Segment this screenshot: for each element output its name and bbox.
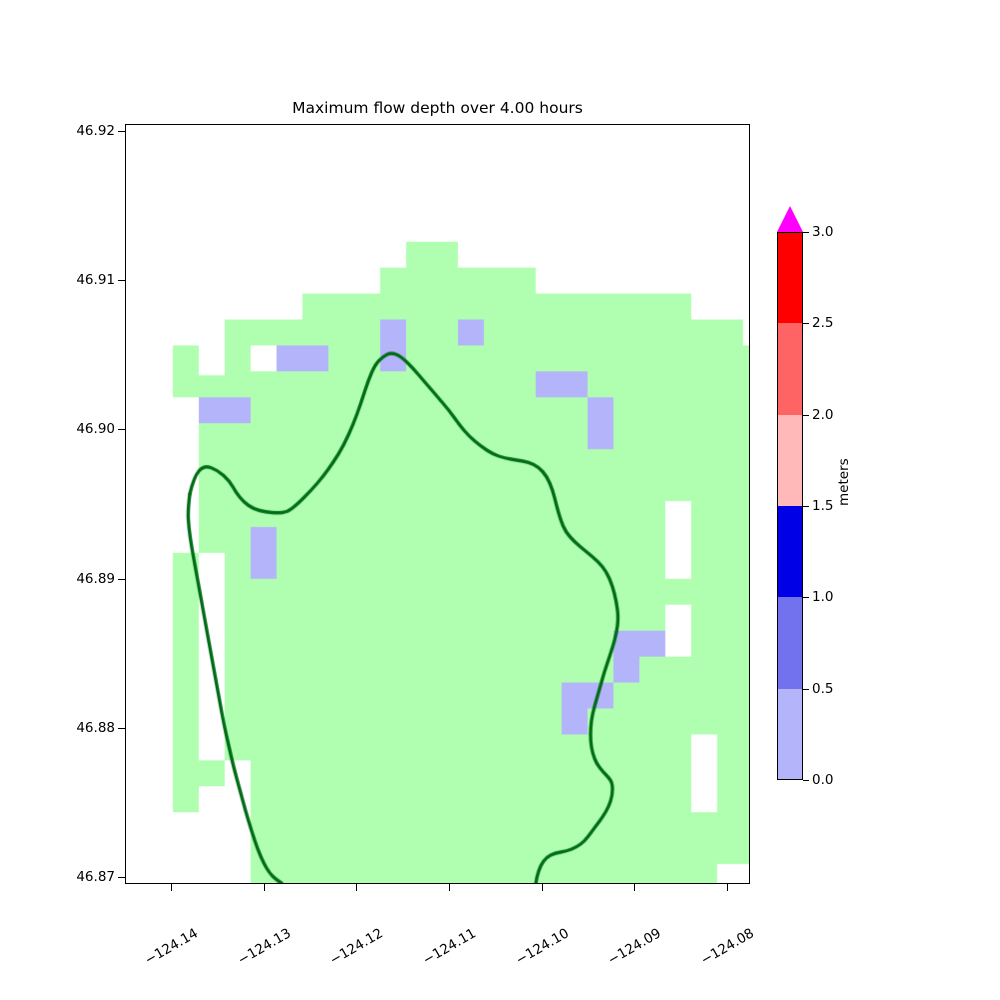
y-axis-tick-labels: 46.87 46.88 46.89 46.90 46.91 46.92: [0, 0, 115, 1000]
y-tick-label: 46.92: [76, 123, 115, 140]
colorbar-tick-label: 0.5: [812, 680, 834, 697]
x-axis-tick-labels: −124.14 −124.13 −124.12 −124.11 −124.10 −124.…: [0, 896, 1000, 968]
x-tick-label: −124.13: [235, 925, 294, 969]
x-tick-mark: [263, 884, 265, 891]
colorbar-tick-label: 1.0: [812, 589, 834, 606]
x-tick-mark: [449, 884, 451, 891]
y-tick-mark: [118, 876, 125, 878]
colorbar-tick-mark: [803, 688, 809, 690]
colorbar-tick-mark: [803, 323, 809, 325]
y-tick-label: 46.88: [76, 719, 115, 736]
colorbar-tick-mark: [803, 506, 809, 507]
colorbar-tick-label: 2.5: [812, 315, 834, 332]
y-tick-mark: [118, 131, 125, 133]
colorbar-band: [777, 597, 803, 689]
x-tick-mark: [171, 884, 173, 891]
y-tick-label: 46.87: [76, 868, 115, 885]
x-tick-mark: [726, 884, 728, 891]
map-plot-area[interactable]: [125, 124, 750, 884]
colorbar[interactable]: [777, 206, 803, 780]
colorbar-axis-label: meters: [836, 458, 852, 506]
page-title: Maximum flow depth over 4.00 hours: [292, 99, 583, 117]
colorbar-band: [777, 323, 803, 415]
x-tick-mark: [541, 884, 543, 891]
colorbar-band: [777, 688, 803, 780]
x-tick-label: −124.08: [697, 925, 757, 969]
colorbar-tick-mark: [803, 780, 809, 781]
y-tick-mark: [118, 727, 125, 729]
x-tick-label: −124.11: [420, 925, 479, 969]
x-tick-label: −124.12: [327, 925, 387, 969]
colorbar-tick-label: 0.0: [812, 772, 834, 788]
x-tick-mark: [356, 884, 358, 891]
colorbar-band: [777, 232, 803, 324]
x-tick-label: −124.09: [605, 925, 665, 969]
colorbar-tick-label: 1.5: [812, 498, 834, 514]
colorbar-band: [777, 506, 803, 598]
flow-depth-raster: [126, 125, 749, 883]
colorbar-tick-label: 2.0: [812, 406, 834, 423]
y-tick-mark: [118, 429, 125, 431]
y-tick-mark: [118, 280, 125, 282]
colorbar-tick-mark: [803, 597, 809, 599]
y-tick-mark: [118, 578, 125, 580]
y-tick-label: 46.89: [76, 570, 115, 587]
y-tick-label: 46.91: [76, 272, 115, 289]
x-tick-mark: [634, 884, 636, 891]
y-tick-label: 46.90: [76, 421, 115, 438]
colorbar-tick-label: 3.0: [812, 224, 834, 240]
colorbar-tick-mark: [803, 232, 809, 233]
colorbar-over-arrow-icon: [777, 206, 803, 232]
colorbar-tick-mark: [803, 414, 809, 416]
x-tick-label: −124.10: [512, 925, 572, 969]
x-tick-label: −124.14: [142, 925, 202, 969]
colorbar-band: [777, 414, 803, 506]
